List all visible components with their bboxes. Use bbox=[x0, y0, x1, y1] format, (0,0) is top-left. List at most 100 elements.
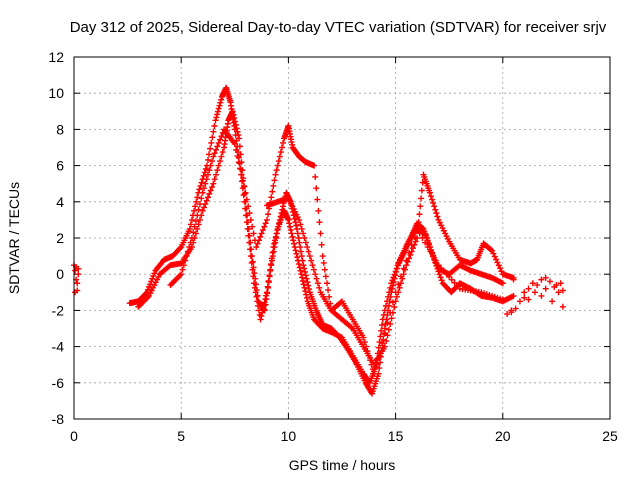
data-point bbox=[264, 290, 271, 297]
data-point bbox=[294, 230, 301, 237]
plot-frame bbox=[73, 56, 611, 420]
data-point bbox=[297, 248, 304, 255]
data-point bbox=[432, 206, 439, 213]
data-point bbox=[285, 216, 292, 223]
y-tick-label: -4 bbox=[52, 339, 65, 355]
data-point bbox=[488, 246, 495, 253]
data-point bbox=[211, 150, 218, 157]
data-point bbox=[146, 283, 153, 290]
data-point bbox=[72, 267, 79, 274]
data-point bbox=[247, 239, 254, 246]
data-point bbox=[233, 125, 240, 132]
data-point bbox=[414, 225, 421, 232]
data-point bbox=[205, 194, 211, 201]
data-point bbox=[525, 285, 532, 292]
grid bbox=[74, 57, 610, 419]
data-point bbox=[521, 294, 528, 301]
data-point bbox=[188, 216, 195, 223]
data-point bbox=[200, 185, 207, 192]
data-point bbox=[382, 302, 389, 309]
data-point bbox=[534, 282, 541, 289]
data-point bbox=[274, 162, 281, 169]
data-point bbox=[287, 223, 294, 230]
data-point bbox=[250, 264, 257, 271]
data-point bbox=[510, 292, 517, 299]
data-point bbox=[200, 204, 207, 211]
data-point bbox=[202, 165, 209, 172]
data-point bbox=[294, 254, 301, 261]
data-point bbox=[239, 178, 246, 185]
data-point bbox=[368, 361, 375, 368]
data-point bbox=[253, 293, 260, 300]
data-point bbox=[179, 266, 186, 273]
data-point bbox=[249, 258, 256, 265]
data-point bbox=[303, 291, 310, 298]
data-point bbox=[376, 350, 383, 357]
data-point bbox=[213, 114, 220, 121]
data-point bbox=[210, 153, 217, 160]
data-point bbox=[385, 326, 392, 333]
data-point bbox=[306, 285, 313, 292]
data-point bbox=[151, 270, 158, 277]
data-marks bbox=[71, 84, 566, 397]
data-point bbox=[493, 256, 500, 263]
data-point bbox=[395, 281, 402, 288]
data-point bbox=[297, 221, 304, 228]
y-tick-label: -8 bbox=[52, 411, 65, 427]
data-point bbox=[375, 344, 382, 351]
data-point bbox=[242, 189, 249, 196]
data-point bbox=[234, 128, 241, 135]
data-point bbox=[293, 222, 300, 229]
data-point bbox=[190, 229, 197, 236]
data-point bbox=[150, 273, 157, 280]
data-point bbox=[245, 203, 252, 210]
data-point bbox=[408, 241, 415, 248]
data-point bbox=[431, 203, 438, 210]
data-point bbox=[203, 176, 210, 183]
data-point bbox=[197, 182, 204, 189]
data-point bbox=[219, 149, 226, 156]
data-point bbox=[258, 313, 265, 320]
data-point bbox=[234, 153, 241, 160]
y-tick-label: 0 bbox=[56, 266, 64, 282]
data-point bbox=[424, 244, 431, 251]
data-point bbox=[178, 271, 185, 278]
data-point bbox=[434, 213, 441, 220]
data-point bbox=[325, 287, 332, 294]
data-point bbox=[210, 180, 217, 187]
data-point bbox=[549, 298, 556, 305]
data-point bbox=[365, 352, 372, 359]
data-point bbox=[205, 156, 211, 163]
data-point bbox=[321, 266, 328, 273]
data-point bbox=[207, 187, 214, 194]
data-point bbox=[237, 165, 244, 172]
data-point bbox=[75, 265, 82, 272]
data-point bbox=[269, 257, 276, 264]
data-point bbox=[289, 233, 296, 240]
data-point bbox=[205, 171, 211, 178]
data-point bbox=[214, 167, 221, 174]
data-point bbox=[301, 284, 308, 291]
data-point bbox=[187, 239, 194, 246]
data-point bbox=[298, 253, 305, 260]
data-point bbox=[300, 281, 307, 288]
data-point bbox=[296, 264, 303, 271]
series-late-cluster bbox=[504, 274, 566, 318]
data-point bbox=[206, 151, 213, 158]
data-point bbox=[531, 289, 538, 296]
data-point bbox=[271, 244, 278, 251]
data-point bbox=[410, 245, 417, 252]
data-point bbox=[239, 177, 246, 184]
data-point bbox=[438, 277, 445, 284]
data-point bbox=[250, 230, 257, 237]
data-point bbox=[378, 322, 385, 329]
data-point bbox=[255, 307, 262, 314]
data-point bbox=[272, 239, 279, 246]
data-point bbox=[546, 278, 553, 285]
data-point bbox=[216, 102, 223, 109]
data-point bbox=[298, 225, 305, 232]
data-point bbox=[301, 265, 308, 272]
data-point bbox=[290, 237, 297, 244]
data-point bbox=[315, 207, 322, 214]
x-tick-label: 20 bbox=[495, 428, 511, 444]
